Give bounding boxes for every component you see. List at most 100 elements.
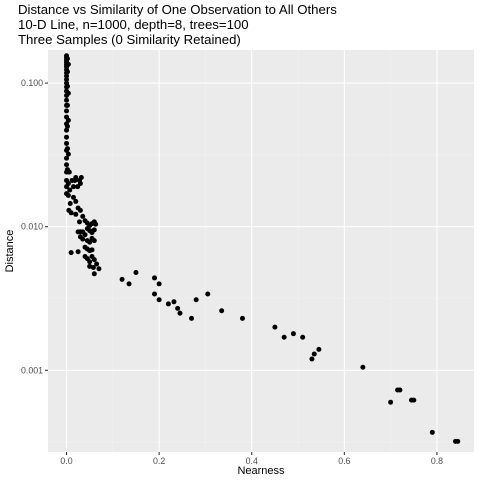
plot-panel xyxy=(48,50,474,452)
data-point xyxy=(152,291,157,297)
chart-subtitle-2: Three Samples (0 Similarity Retained) xyxy=(18,32,241,47)
data-point xyxy=(411,397,417,403)
data-point xyxy=(64,97,70,103)
data-point xyxy=(96,266,102,272)
data-point xyxy=(309,356,315,362)
data-point xyxy=(65,61,71,67)
data-point xyxy=(239,315,245,321)
chart-title-block: Distance vs Similarity of One Observatio… xyxy=(18,2,337,47)
data-point xyxy=(67,187,73,193)
x-tick-label: 0.2 xyxy=(153,456,165,466)
data-point xyxy=(67,201,73,207)
data-point xyxy=(429,429,435,435)
x-tick-label: 0.0 xyxy=(60,456,72,466)
data-point xyxy=(76,219,82,225)
data-point xyxy=(64,108,70,114)
data-point xyxy=(64,123,70,129)
chart-subtitle-1: 10-D Line, n=1000, depth=8, trees=100 xyxy=(18,17,249,32)
y-tick-label: 0.100 xyxy=(21,78,43,88)
data-points xyxy=(64,53,461,444)
y-axis-title: Distance xyxy=(4,230,16,273)
data-point xyxy=(64,69,70,75)
data-point xyxy=(82,232,88,238)
data-point xyxy=(64,83,70,89)
data-point xyxy=(66,169,72,175)
minor-gridlines xyxy=(48,50,474,452)
chart-title: Distance vs Similarity of One Observatio… xyxy=(18,2,337,17)
data-point xyxy=(70,194,76,200)
data-point xyxy=(65,192,71,198)
data-point xyxy=(73,198,79,204)
data-point xyxy=(455,438,461,444)
data-point xyxy=(94,261,100,267)
data-point xyxy=(64,102,70,108)
data-point xyxy=(175,305,181,311)
x-tick-label: 0.4 xyxy=(246,456,258,466)
data-point xyxy=(75,249,81,255)
data-point xyxy=(156,281,162,287)
data-point xyxy=(73,175,79,181)
data-point xyxy=(300,334,306,340)
y-axis: 0.001 0.010 0.100 xyxy=(21,78,48,375)
data-point xyxy=(91,238,97,244)
data-point xyxy=(65,180,71,186)
data-point xyxy=(311,351,317,357)
data-point xyxy=(91,271,97,277)
data-point xyxy=(87,239,93,245)
data-point xyxy=(193,297,199,303)
data-point xyxy=(360,364,366,370)
data-point xyxy=(397,387,403,393)
data-point xyxy=(80,236,86,242)
y-tick-label: 0.010 xyxy=(21,222,43,232)
data-point xyxy=(126,281,132,287)
data-point xyxy=(281,334,287,340)
data-point xyxy=(73,211,79,217)
data-point xyxy=(177,310,183,316)
data-point xyxy=(171,299,177,305)
data-point xyxy=(272,324,278,330)
data-point xyxy=(189,315,195,321)
major-gridlines xyxy=(48,50,474,452)
data-point xyxy=(78,175,84,181)
data-point xyxy=(119,276,125,282)
x-axis-title: Nearness xyxy=(237,465,285,477)
data-point xyxy=(165,301,171,307)
data-point xyxy=(68,250,74,256)
data-point xyxy=(133,269,139,275)
x-axis: 0.0 0.2 0.4 0.6 0.8 xyxy=(60,452,443,466)
data-point xyxy=(77,207,83,213)
data-point xyxy=(388,399,394,405)
data-point xyxy=(152,275,157,281)
data-point xyxy=(290,331,296,337)
data-point xyxy=(64,155,70,161)
data-point xyxy=(80,213,86,219)
data-point xyxy=(89,247,95,253)
data-point xyxy=(93,221,99,227)
data-point xyxy=(64,127,70,133)
data-point xyxy=(65,90,71,96)
data-point xyxy=(316,346,322,352)
data-point xyxy=(90,265,96,271)
data-point xyxy=(64,73,70,79)
data-point xyxy=(64,146,70,152)
x-tick-label: 0.8 xyxy=(431,456,443,466)
data-point xyxy=(64,76,70,82)
data-point xyxy=(64,162,70,168)
y-tick-label: 0.001 xyxy=(21,365,43,375)
data-point xyxy=(156,297,162,303)
data-point xyxy=(65,151,71,157)
data-point xyxy=(64,140,70,146)
data-point xyxy=(68,210,74,216)
x-tick-label: 0.6 xyxy=(338,456,350,466)
data-point xyxy=(219,308,225,314)
data-point xyxy=(87,259,93,265)
data-point xyxy=(91,227,97,233)
data-point xyxy=(205,291,211,297)
data-point xyxy=(70,184,76,190)
data-point xyxy=(77,180,83,186)
data-point xyxy=(65,117,71,123)
data-point xyxy=(64,56,70,62)
data-point xyxy=(91,257,97,263)
data-point xyxy=(64,134,70,140)
